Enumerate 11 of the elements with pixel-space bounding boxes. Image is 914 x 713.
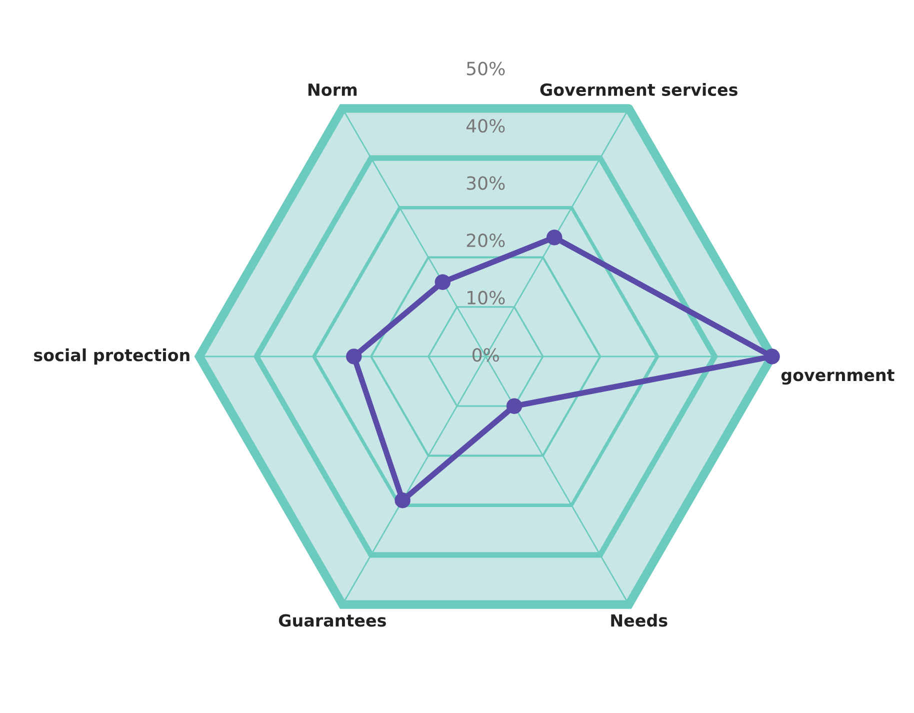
y-tick-label: 30%	[466, 176, 505, 190]
spoke-label: Guarantees	[278, 614, 386, 627]
spoke-label: Norm	[308, 84, 357, 96]
spoke-label: Needs	[611, 614, 668, 627]
y-tick-label: 50%	[466, 62, 505, 76]
spoke-label: government	[781, 369, 894, 385]
spoke-label: social protection	[34, 348, 190, 365]
y-tick-label: 20%	[466, 234, 505, 248]
y-tick-label: 40%	[466, 118, 505, 133]
y-tick-label: 10%	[468, 290, 505, 304]
spoke-label: Government services	[540, 83, 738, 96]
